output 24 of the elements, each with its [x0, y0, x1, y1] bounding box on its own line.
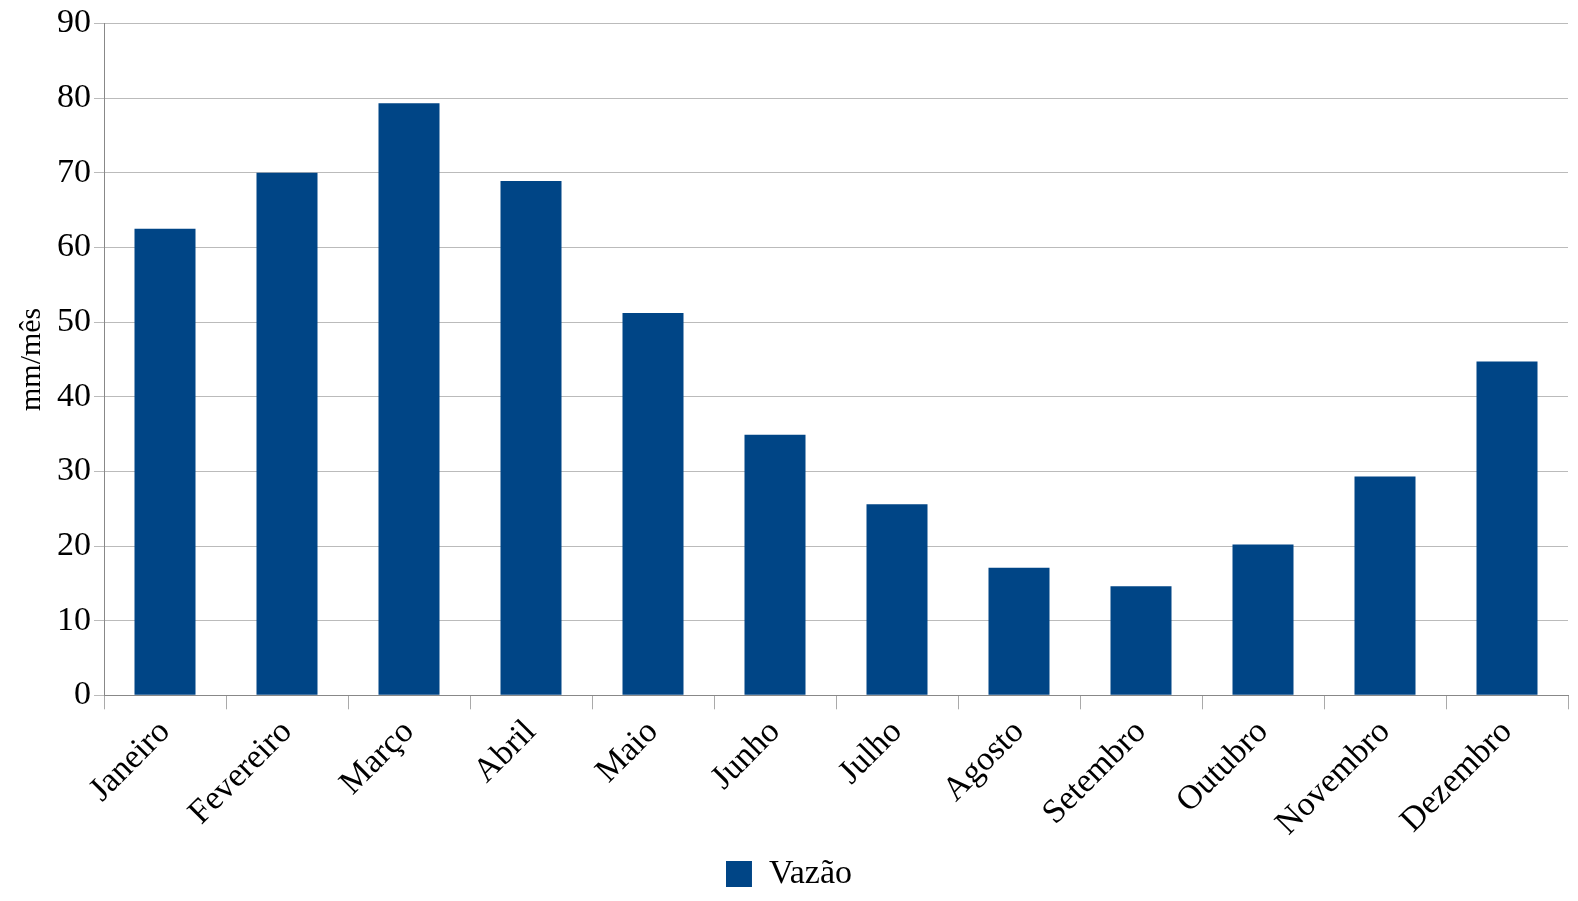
bar — [378, 103, 440, 695]
bar — [1232, 544, 1294, 695]
legend-label: Vazão — [768, 852, 853, 890]
bar — [622, 313, 684, 695]
bar — [134, 228, 196, 695]
bar — [1476, 361, 1538, 695]
bar — [744, 434, 806, 695]
bar — [500, 180, 562, 695]
bar — [1354, 476, 1416, 695]
bar — [1110, 586, 1172, 695]
bar — [988, 567, 1050, 695]
bar — [866, 504, 928, 695]
bar — [256, 172, 318, 695]
y-tick-label: 50 — [57, 300, 91, 338]
y-axis-title: mm/mês — [12, 307, 46, 412]
y-tick-label: 90 — [57, 2, 91, 40]
y-tick-label: 60 — [57, 226, 91, 264]
y-tick-label: 70 — [57, 151, 91, 189]
y-tick-label: 0 — [74, 674, 91, 712]
y-tick-label: 40 — [57, 375, 91, 413]
y-tick-label: 10 — [57, 599, 91, 637]
y-tick-label: 20 — [57, 524, 91, 562]
y-tick-label: 30 — [57, 450, 91, 488]
y-tick-label: 80 — [57, 76, 91, 114]
